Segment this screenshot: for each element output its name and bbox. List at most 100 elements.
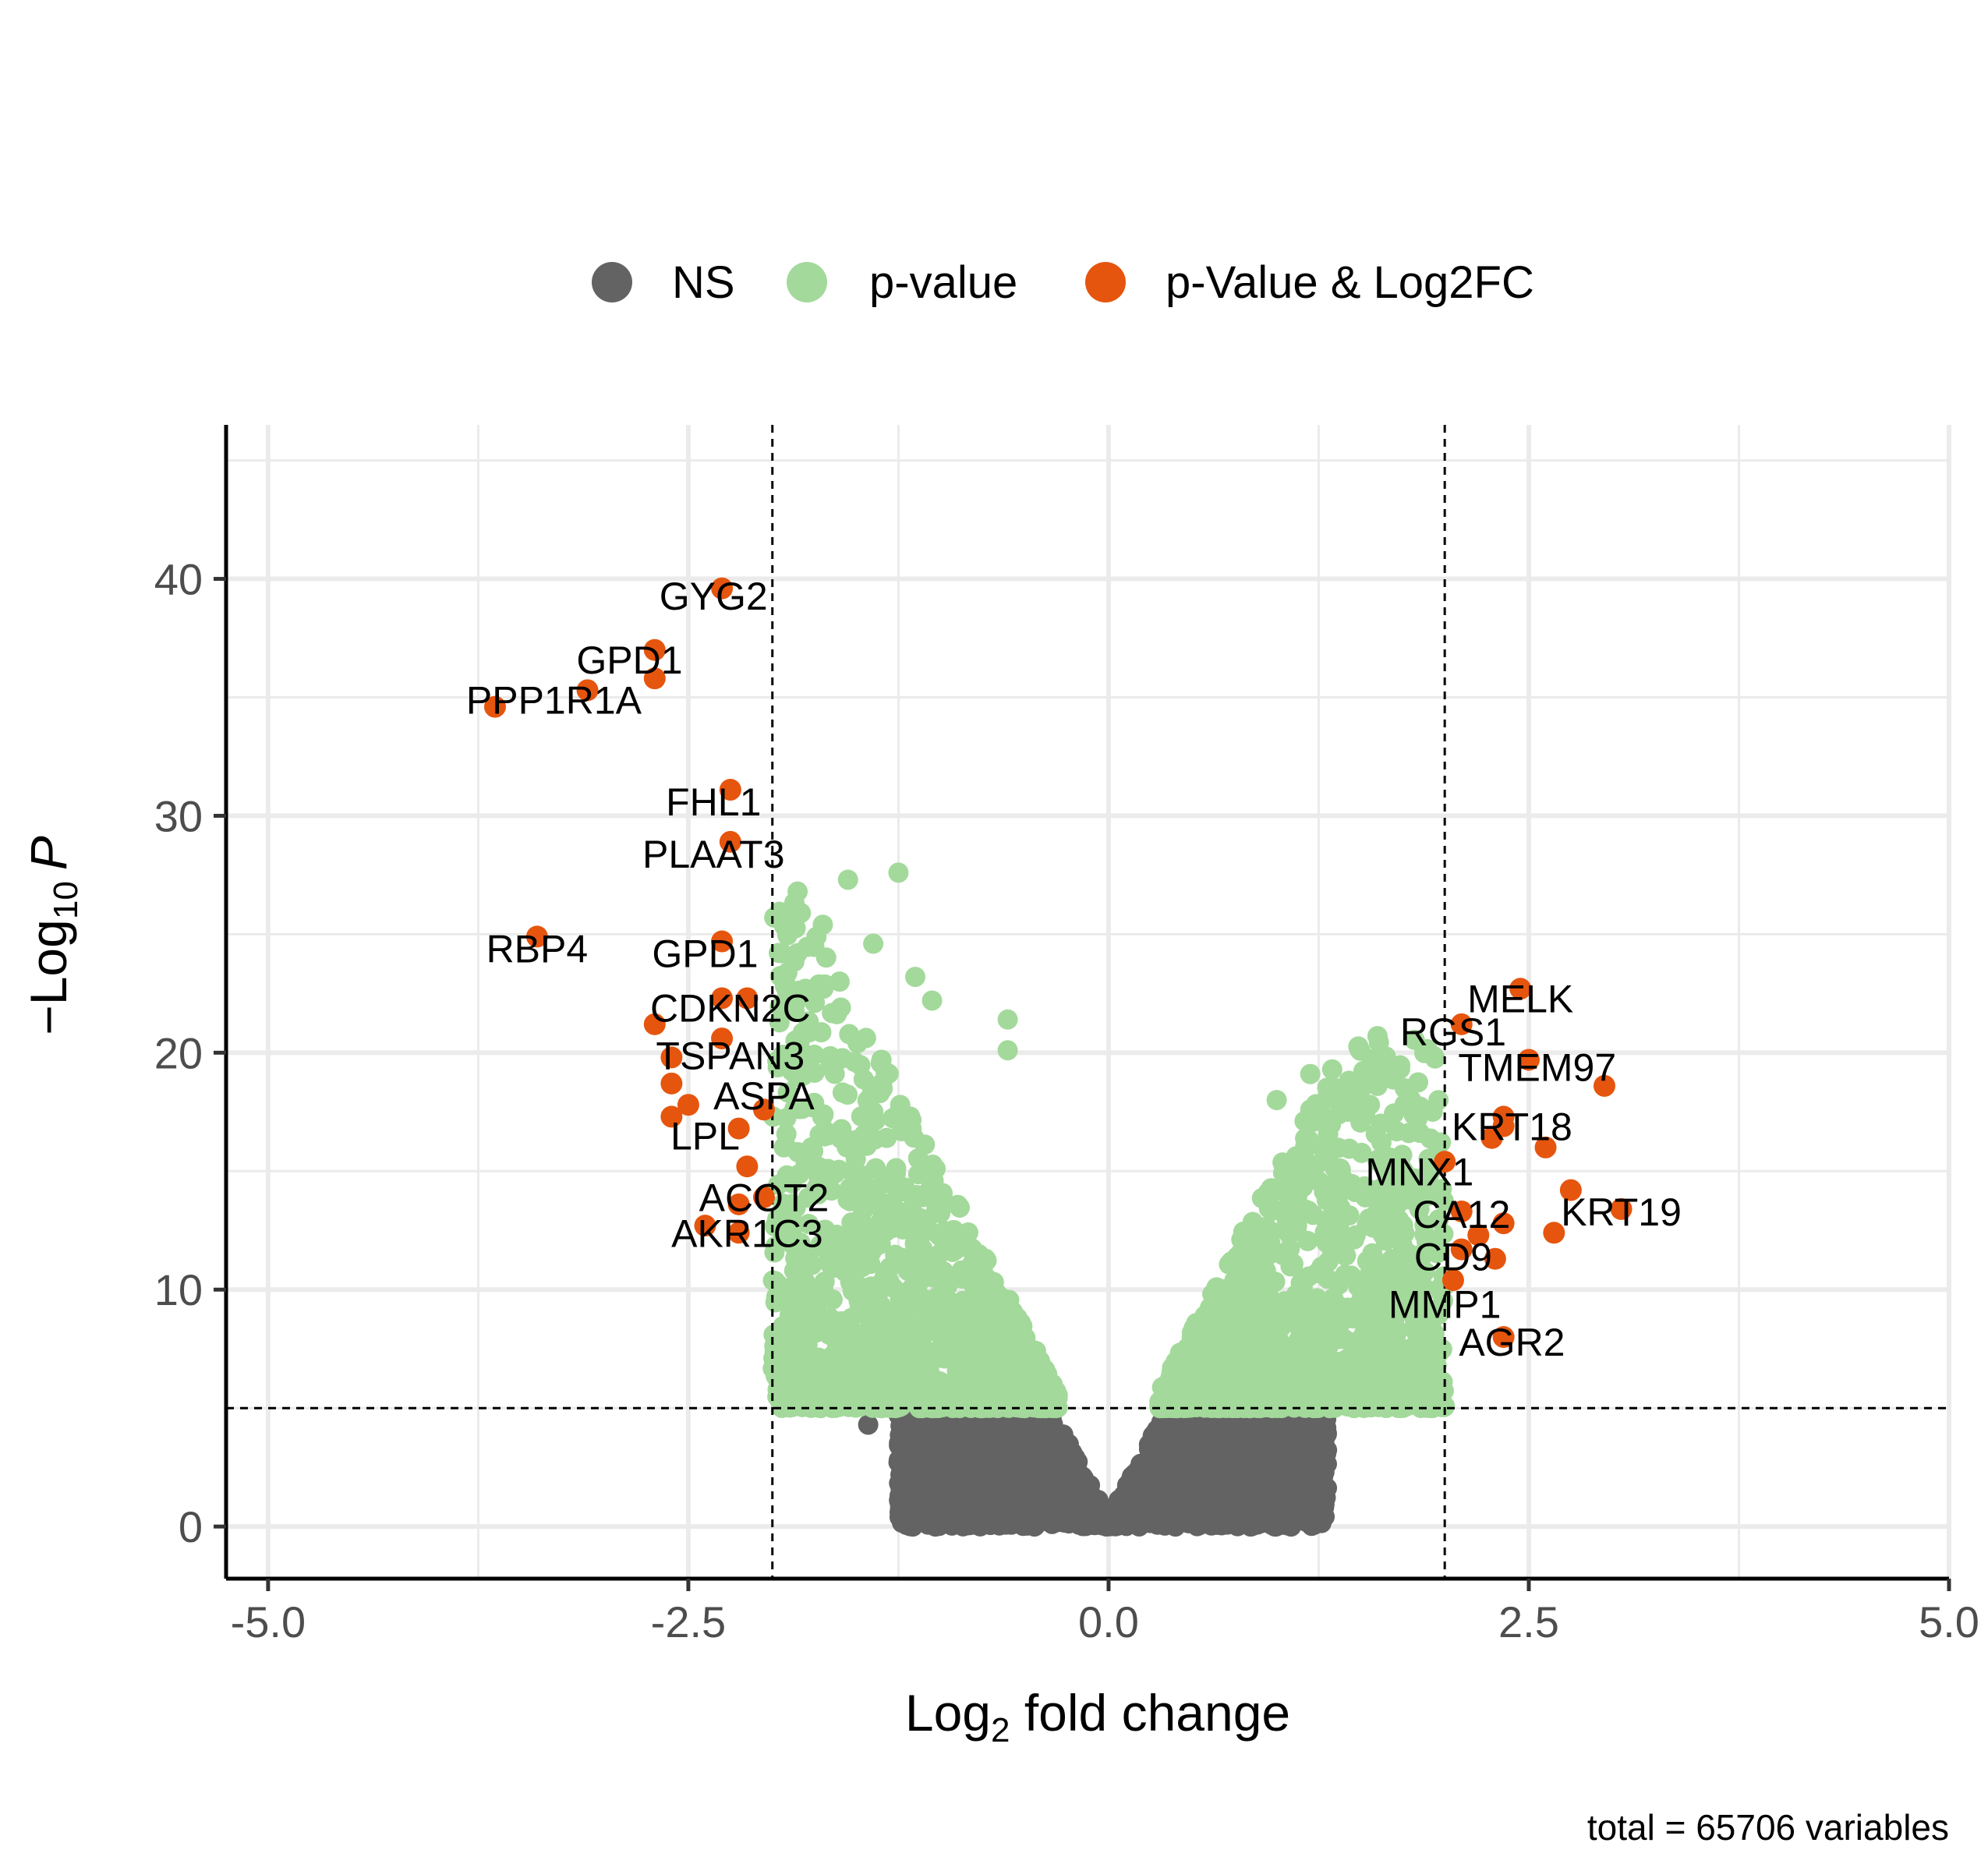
pvalue-point [777, 1354, 798, 1375]
pvalue-point [1028, 1394, 1049, 1415]
pvalue-point [960, 1346, 982, 1367]
gene-label: TMEM97 [1458, 1046, 1616, 1090]
pvalue-point [1298, 1129, 1319, 1150]
gene-label: PPP1R1A [466, 679, 642, 723]
pvalue-point [885, 1163, 906, 1184]
pvalue-point [979, 1326, 1000, 1347]
pvalue-point [1004, 1314, 1025, 1335]
pvalue-point [987, 1358, 1008, 1379]
pvalue-point [812, 1106, 833, 1127]
pvalue-point [830, 997, 851, 1018]
pvalue-point [1420, 1128, 1441, 1149]
pvalue-point [1247, 1339, 1268, 1360]
pvalue-point [1422, 1101, 1443, 1122]
legend: NS p-value p-Value & Log2FC [592, 257, 1534, 308]
pvalue-point [905, 967, 925, 988]
pvalue-point [1360, 1095, 1381, 1116]
ns-point [1224, 1451, 1245, 1472]
y-tick-label: 20 [154, 1028, 203, 1077]
ns-point [901, 1443, 922, 1464]
pvalue-point [1318, 1146, 1339, 1167]
pvalue-point [930, 1203, 951, 1224]
pvalue-point [1321, 1059, 1342, 1080]
ns-point [1283, 1452, 1304, 1473]
pvalue-point [1341, 1265, 1362, 1286]
legend-pvalue-log2fc-label: p-Value & Log2FC [1166, 257, 1534, 308]
pvalue-point [1399, 1123, 1420, 1144]
pvalue-point [1285, 1289, 1306, 1310]
ns-point [1014, 1413, 1035, 1434]
ns-point [1237, 1503, 1258, 1524]
pvalue-point [929, 1244, 950, 1265]
pvalue-point [1371, 1381, 1392, 1402]
ns-point [1176, 1444, 1197, 1465]
pvalue-point [837, 1137, 858, 1158]
pvalue-point [1006, 1365, 1028, 1386]
pvalue-point [1279, 1395, 1300, 1416]
pvalue-point [798, 1295, 819, 1316]
caption: total = 65706 variables [1587, 1807, 1949, 1848]
x-tick-label: -2.5 [651, 1597, 727, 1646]
ns-point [971, 1441, 992, 1462]
pvalue-point [1384, 1103, 1405, 1124]
pvalue-point [829, 1159, 850, 1180]
pvalue-point [1323, 1288, 1344, 1309]
gene-label: GYG2 [660, 575, 768, 618]
pvalue-point [776, 1123, 797, 1144]
pvalue-point [844, 1052, 865, 1073]
pvalue-point [795, 1336, 816, 1357]
ns-point [1157, 1479, 1178, 1500]
pvalue-point [870, 1211, 891, 1232]
y-axis-title: −Log10P [19, 836, 85, 1035]
pvalue-log2fc-point [736, 1155, 759, 1178]
ns-point [1140, 1452, 1161, 1473]
pvalue-point [886, 1353, 907, 1374]
legend-ns-marker [592, 262, 632, 302]
pvalue-point [997, 1040, 1018, 1061]
ns-point [1013, 1516, 1034, 1537]
pvalue-point [1347, 1347, 1368, 1368]
pvalue-point [1367, 1075, 1388, 1096]
pvalue-point [812, 914, 833, 936]
pvalue-point [897, 1261, 918, 1282]
pvalue-point [1321, 1238, 1342, 1259]
legend-pvalue-label: p-value [869, 257, 1017, 308]
ns-point [1179, 1424, 1200, 1445]
pvalue-point [1277, 1211, 1298, 1233]
pvalue-point [1365, 1324, 1386, 1345]
pvalue-point [764, 907, 785, 928]
pvalue-point [1279, 1193, 1300, 1214]
ns-point [1059, 1452, 1081, 1473]
ns-point [978, 1505, 999, 1526]
pvalue-point [970, 1371, 991, 1392]
ns-point [1206, 1468, 1227, 1489]
legend-ns-label: NS [672, 257, 735, 308]
pvalue-point [851, 1257, 872, 1278]
pvalue-point [1316, 1327, 1337, 1348]
pvalue-point [866, 1339, 887, 1360]
gene-label: AKR1C3 [671, 1211, 823, 1255]
pvalue-point [814, 1271, 835, 1292]
ns-point [1142, 1505, 1163, 1526]
ns-point [1017, 1491, 1038, 1512]
ns-point [940, 1508, 961, 1529]
ns-point [1315, 1487, 1336, 1508]
gene-label: CD9 [1414, 1236, 1492, 1279]
pvalue-point [1275, 1163, 1296, 1184]
pvalue-point [1236, 1361, 1257, 1382]
pvalue-point [939, 1373, 960, 1394]
pvalue-point [1388, 1259, 1410, 1280]
pvalue-point [863, 933, 884, 954]
pvalue-point [863, 1102, 884, 1123]
pvalue-point [1353, 1060, 1374, 1081]
ns-point [999, 1417, 1020, 1438]
ns-point [1304, 1514, 1325, 1535]
ns-point [932, 1418, 953, 1439]
pvalue-point [1300, 1063, 1321, 1084]
pvalue-point [1273, 1245, 1294, 1266]
pvalue-point [915, 1162, 936, 1183]
ns-point [1106, 1494, 1127, 1515]
gene-label: ASPA [713, 1074, 815, 1118]
pvalue-point [782, 1319, 803, 1340]
ns-point [898, 1424, 919, 1445]
